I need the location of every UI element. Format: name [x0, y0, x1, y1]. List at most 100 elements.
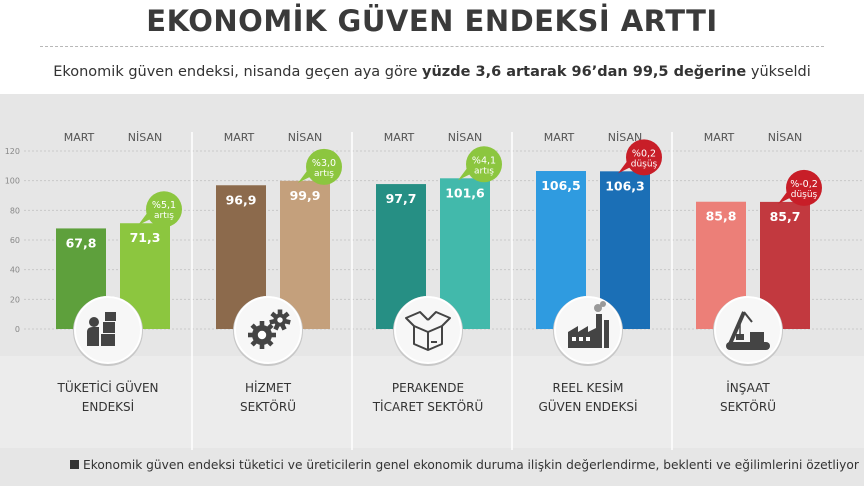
- category-label: İNŞAAT: [726, 380, 770, 395]
- icon-part: [405, 311, 429, 327]
- change-direction: düşüş: [791, 190, 818, 200]
- change-percent: %4,1: [472, 155, 496, 166]
- icon-part: [579, 337, 583, 341]
- value-label-nisan: 106,3: [605, 178, 645, 193]
- category-label: REEL KESİM: [553, 380, 624, 395]
- y-tick-label: 80: [10, 206, 20, 215]
- y-tick-label: 40: [10, 266, 20, 275]
- change-badge: [306, 148, 342, 185]
- consumer-boxes-icon: [87, 312, 116, 346]
- nisan-column-label: NİSAN: [448, 131, 482, 144]
- change-badge: [146, 191, 182, 228]
- y-tick-label: 100: [5, 177, 20, 186]
- change-percent: %0,2: [632, 148, 656, 159]
- value-label-nisan: 101,6: [445, 185, 485, 200]
- crane-icon: [726, 311, 770, 350]
- icon-part: [101, 334, 115, 346]
- change-direction: artış: [474, 166, 494, 176]
- subtitle: Ekonomik güven endeksi, nisanda geçen ay…: [0, 64, 864, 80]
- y-tick-label: 120: [5, 147, 20, 156]
- label-panel: [0, 356, 864, 448]
- footer-note-text: Ekonomik güven endeksi tüketici ve üreti…: [83, 458, 859, 472]
- icon-part: [600, 301, 606, 307]
- nisan-column-label: NİSAN: [608, 131, 642, 144]
- nisan-column-label: NİSAN: [128, 131, 162, 144]
- icon-part: [105, 312, 116, 321]
- y-tick-label: 20: [10, 295, 20, 304]
- icon-part: [277, 317, 283, 323]
- y-tick-label: 60: [10, 236, 20, 245]
- value-label-nisan: 99,9: [290, 188, 321, 203]
- icon-part: [87, 327, 99, 346]
- change-badge-tail: [138, 213, 150, 226]
- category-label: GÜVEN ENDEKSİ: [538, 398, 637, 414]
- change-badge-tail: [778, 191, 790, 204]
- change-badge-tail: [618, 161, 630, 174]
- title-divider: [40, 46, 824, 47]
- subtitle-bold: yüzde 3,6 artarak 96’dan 99,5 değerine: [422, 64, 747, 80]
- icon-part: [750, 332, 764, 342]
- change-percent: %5,1: [152, 200, 176, 211]
- icon-part: [427, 311, 451, 327]
- icon-part: [594, 304, 602, 312]
- mart-column-label: MART: [704, 131, 735, 144]
- icon-part: [257, 330, 267, 340]
- category-label: PERAKENDE: [392, 381, 464, 395]
- icon-circle: [394, 296, 462, 364]
- footer-bullet: [70, 460, 79, 469]
- icon-part: [604, 320, 609, 348]
- icon-part: [586, 337, 590, 341]
- mart-column-label: MART: [224, 131, 255, 144]
- header: EKONOMİK GÜVEN ENDEKSİ ARTTI Ekonomik gü…: [0, 0, 864, 94]
- subtitle-post: yükseldi: [746, 64, 811, 80]
- change-badge: [466, 146, 502, 183]
- icon-part: [572, 337, 576, 341]
- category-label: TİCARET SEKTÖRÜ: [372, 398, 484, 414]
- mart-column-label: MART: [384, 131, 415, 144]
- value-label-nisan: 71,3: [130, 230, 161, 245]
- icon-part: [728, 311, 746, 345]
- icon-part: [743, 311, 753, 323]
- icon-circle: [714, 296, 782, 364]
- category-label: TÜKETİCİ GÜVEN: [56, 379, 158, 395]
- value-label-mart: 85,8: [706, 209, 737, 224]
- change-badge-tail: [298, 170, 310, 183]
- value-label-mart: 97,7: [386, 191, 417, 206]
- category-label: ENDEKSİ: [82, 399, 134, 414]
- value-label-mart: 106,5: [541, 178, 581, 193]
- category-label: SEKTÖRÜ: [240, 398, 296, 414]
- change-direction: artış: [314, 169, 334, 179]
- change-percent: %3,0: [312, 158, 336, 169]
- change-badge: [786, 169, 822, 206]
- nisan-column-label: NİSAN: [288, 131, 322, 144]
- footer-note: Ekonomik güven endeksi tüketici ve üreti…: [70, 458, 859, 472]
- value-label-mart: 96,9: [226, 192, 257, 207]
- subtitle-pre: Ekonomik güven endeksi, nisanda geçen ay…: [53, 64, 423, 80]
- category-label: HİZMET: [245, 380, 292, 395]
- nisan-column-label: NİSAN: [768, 131, 802, 144]
- category-label: SEKTÖRÜ: [720, 398, 776, 414]
- icon-part: [726, 342, 770, 350]
- change-badge: [626, 139, 662, 176]
- value-label-nisan: 85,7: [770, 209, 801, 224]
- change-percent: %-0,2: [790, 179, 818, 190]
- mart-column-label: MART: [64, 131, 95, 144]
- icon-part: [736, 334, 744, 340]
- icon-part: [89, 317, 99, 327]
- mart-column-label: MART: [544, 131, 575, 144]
- icon-part: [431, 341, 437, 343]
- page-title: EKONOMİK GÜVEN ENDEKSİ ARTTI: [146, 4, 718, 38]
- change-badge-tail: [458, 168, 470, 181]
- change-direction: artış: [154, 211, 174, 221]
- gears-icon: [248, 309, 291, 349]
- change-direction: düşüş: [631, 159, 658, 169]
- value-label-mart: 67,8: [66, 235, 97, 250]
- open-box-icon: [405, 311, 451, 351]
- icon-part: [568, 314, 602, 348]
- icon-part: [103, 322, 115, 333]
- y-tick-label: 0: [15, 325, 20, 334]
